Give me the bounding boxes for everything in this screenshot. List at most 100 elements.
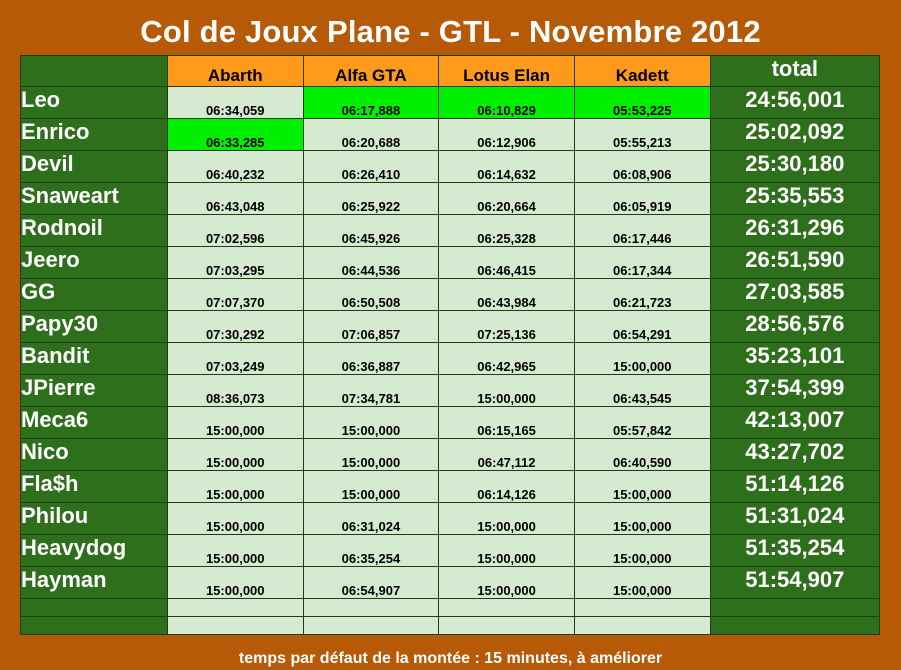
table-row: Heavydog 15:00,000 06:35,254 15:00,000 15:00… [20,534,881,567]
time-cell: 07:30,292 [166,310,304,343]
total-time: 51:31,024 [709,502,881,535]
header-car-abarth: Abarth [166,55,304,87]
total-time: 26:51,590 [709,246,881,279]
table-row: Hayman 15:00,000 06:54,907 15:00,000 15:00,0… [20,566,881,599]
header-total: total [709,55,881,87]
time-cell: 15:00,000 [166,406,304,439]
time-cell: 06:17,446 [573,214,711,247]
table-row: Fla$h 15:00,000 15:00,000 06:14,126 15:00,00… [20,470,881,503]
time-cell: 06:08,906 [573,150,711,183]
total-time: 51:35,254 [709,534,881,567]
time-cell: 06:43,545 [573,374,711,407]
time-cell: 06:15,165 [438,406,575,439]
time-cell: 15:00,000 [166,502,304,535]
time-cell: 06:44,536 [302,246,440,279]
time-cell: 07:34,781 [302,374,440,407]
table-row: Papy30 07:30,292 07:06,857 07:25,136 06:54,2… [20,310,881,343]
time-cell: 15:00,000 [166,534,304,567]
empty-cell [302,616,440,635]
time-cell: 06:54,291 [573,310,711,343]
time-cell: 08:36,073 [166,374,304,407]
time-cell: 06:42,965 [438,342,575,375]
time-cell: 06:21,723 [573,278,711,311]
table-row: JPierre 08:36,073 07:34,781 15:00,000 06:43,… [20,374,881,407]
total-time: 51:14,126 [709,470,881,503]
time-cell: 15:00,000 [438,534,575,567]
best-time-cell: 06:10,829 [438,86,575,119]
empty-cell [20,598,168,617]
empty-cell [709,598,881,617]
total-time: 43:27,702 [709,438,881,471]
time-cell: 15:00,000 [166,470,304,503]
time-cell: 06:50,508 [302,278,440,311]
total-time: 25:35,553 [709,182,881,215]
time-cell: 06:20,664 [438,182,575,215]
time-cell: 06:14,126 [438,470,575,503]
best-time-cell: 05:53,225 [573,86,711,119]
time-cell: 07:03,249 [166,342,304,375]
time-cell: 15:00,000 [573,566,711,599]
time-cell: 06:26,410 [302,150,440,183]
time-cell: 06:54,907 [302,566,440,599]
total-time: 35:23,101 [709,342,881,375]
time-cell: 06:36,887 [302,342,440,375]
total-time: 27:03,585 [709,278,881,311]
header-car-lotus-elan: Lotus Elan [438,55,575,87]
time-cell: 06:12,906 [438,118,575,151]
time-cell: 07:07,370 [166,278,304,311]
time-cell: 15:00,000 [166,566,304,599]
table-row: Enrico 06:33,285 06:20,688 06:12,906 05:55,2… [20,118,881,151]
empty-cell [438,616,575,635]
time-cell: 06:40,590 [573,438,711,471]
empty-cell [166,598,304,617]
footer-note: temps par défaut de la montée : 15 minut… [238,650,663,667]
time-cell: 15:00,000 [166,438,304,471]
time-cell: 06:45,926 [302,214,440,247]
time-cell: 06:35,254 [302,534,440,567]
time-cell: 06:20,688 [302,118,440,151]
total-time: 25:30,180 [709,150,881,183]
time-cell: 15:00,000 [573,470,711,503]
total-time: 37:54,399 [709,374,881,407]
time-cell: 15:00,000 [573,342,711,375]
empty-cell [20,616,168,635]
results-body: Leo 06:34,059 06:17,888 06:10,829 05:53,225 2… [20,86,881,635]
header-blank-cell [20,55,168,87]
page-title: Col de Joux Plane - GTL - Novembre 2012 [140,14,761,49]
time-cell: 06:14,632 [438,150,575,183]
driver-name: Snaweart [20,182,168,215]
driver-name: Devil [20,150,168,183]
header-car-alfa-gta: Alfa GTA [302,55,440,87]
driver-name: Meca6 [20,406,168,439]
total-time: 51:54,907 [709,566,881,599]
driver-name: Leo [20,86,168,119]
time-cell: 05:57,842 [573,406,711,439]
driver-name: Heavydog [20,534,168,567]
time-cell: 06:40,232 [166,150,304,183]
header-car-kadett: Kadett [573,55,711,87]
driver-name: Papy30 [20,310,168,343]
table-row: Rodnoil 07:02,596 06:45,926 06:25,328 06:17,… [20,214,881,247]
driver-name: GG [20,278,168,311]
table-row: Devil 06:40,232 06:26,410 06:14,632 06:08,90… [20,150,881,183]
time-cell: 07:03,295 [166,246,304,279]
table-row: Snaweart 06:43,048 06:25,922 06:20,664 06:05… [20,182,881,215]
total-time: 28:56,576 [709,310,881,343]
table-row: Meca6 15:00,000 15:00,000 06:15,165 05:57,84… [20,406,881,439]
empty-cell [573,616,711,635]
time-cell: 06:17,344 [573,246,711,279]
time-cell: 06:43,984 [438,278,575,311]
time-cell: 15:00,000 [438,502,575,535]
total-time: 24:56,001 [709,86,881,119]
table-row: Jeero 07:03,295 06:44,536 06:46,415 06:17,34… [20,246,881,279]
time-cell: 06:47,112 [438,438,575,471]
empty-cell [302,598,440,617]
header-row: Abarth Alfa GTA Lotus Elan Kadett total [20,55,881,87]
time-cell: 07:25,136 [438,310,575,343]
time-cell: 15:00,000 [302,470,440,503]
driver-name: Philou [20,502,168,535]
table-row: Leo 06:34,059 06:17,888 06:10,829 05:53,225 2… [20,86,881,119]
driver-name: JPierre [20,374,168,407]
empty-row [20,616,881,635]
driver-name: Enrico [20,118,168,151]
